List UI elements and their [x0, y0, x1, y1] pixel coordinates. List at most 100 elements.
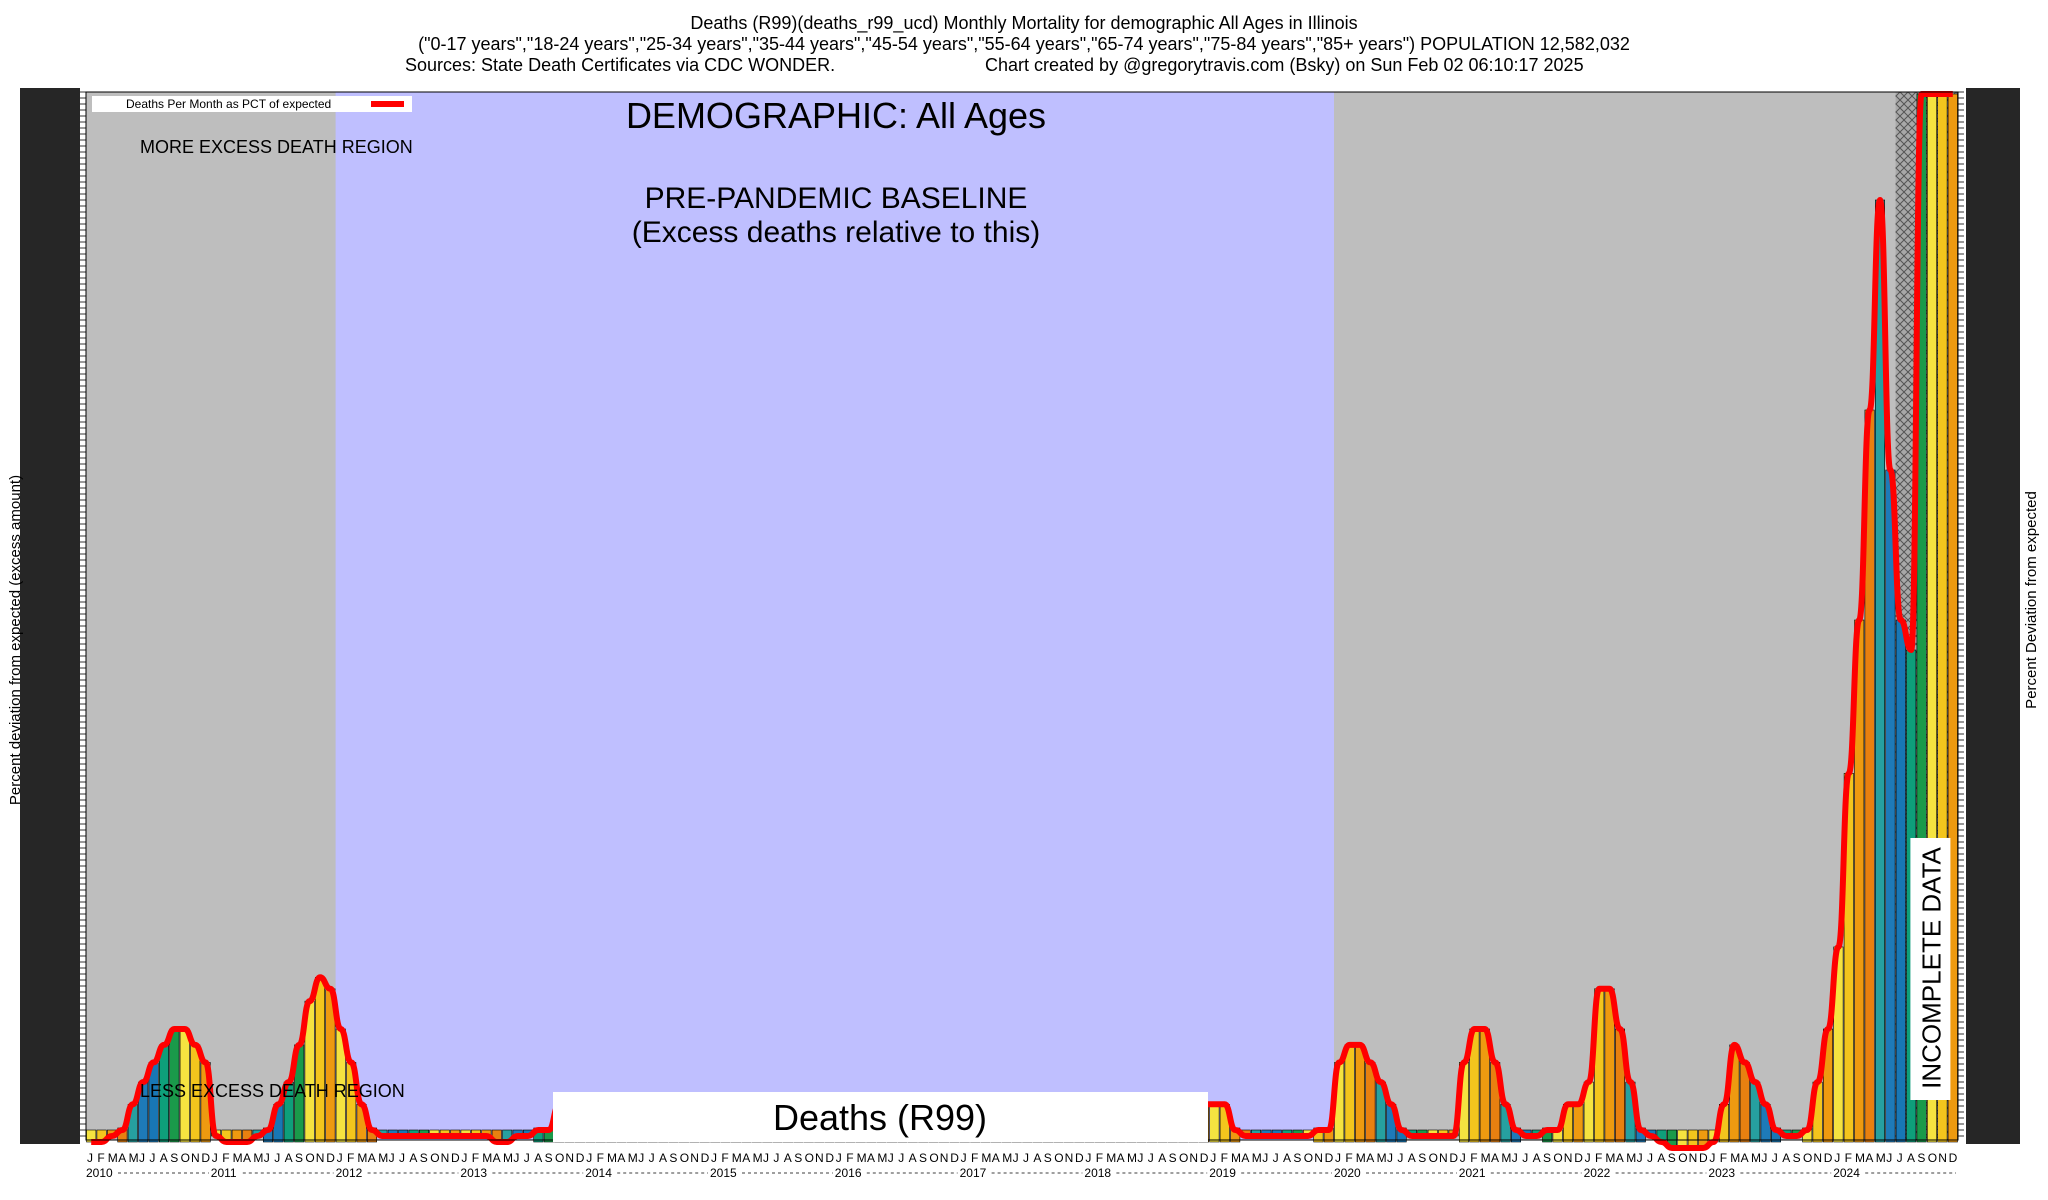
x-tick-month: F — [846, 1151, 853, 1165]
x-tick-month: N — [940, 1151, 949, 1165]
x-tick-month: A — [1616, 1151, 1624, 1165]
bar — [1895, 619, 1906, 1143]
x-tick-month: S — [1668, 1151, 1676, 1165]
x-tick-month: J — [1013, 1151, 1019, 1165]
x-tick-month: M — [628, 1151, 638, 1165]
baseline-region — [335, 92, 1335, 1140]
x-tick-year: 2015 — [710, 1166, 737, 1180]
x-tick-year: 2013 — [460, 1166, 487, 1180]
x-tick-month: N — [1314, 1151, 1323, 1165]
x-tick-month: A — [1657, 1151, 1665, 1165]
x-tick-month: A — [1158, 1151, 1166, 1165]
x-tick-month: A — [1782, 1151, 1790, 1165]
x-tick-month: D — [1325, 1151, 1334, 1165]
x-tick-month: S — [1793, 1151, 1801, 1165]
x-tick-month: J — [773, 1151, 779, 1165]
x-tick-month: J — [836, 1151, 842, 1165]
x-tick-month: J — [1023, 1151, 1029, 1165]
x-tick-month: A — [118, 1151, 126, 1165]
x-tick-month: M — [1481, 1151, 1491, 1165]
x-tick-month: A — [1741, 1151, 1749, 1165]
x-tick-year: 2020 — [1334, 1166, 1361, 1180]
x-tick-month: J — [1522, 1151, 1528, 1165]
x-tick-month: J — [711, 1151, 717, 1165]
x-tick-month: J — [264, 1151, 270, 1165]
x-tick-month: A — [992, 1151, 1000, 1165]
x-tick-month: S — [669, 1151, 677, 1165]
x-tick-month: O — [1179, 1151, 1188, 1165]
x-tick-month: A — [742, 1151, 750, 1165]
x-tick-month: J — [399, 1151, 405, 1165]
x-tick-month: N — [815, 1151, 824, 1165]
x-tick-month: N — [1065, 1151, 1074, 1165]
x-tick-month: M — [357, 1151, 367, 1165]
x-tick-month: O — [929, 1151, 938, 1165]
x-tick-month: J — [149, 1151, 155, 1165]
x-tick-month: S — [1044, 1151, 1052, 1165]
x-tick-month: F — [1096, 1151, 1103, 1165]
x-tick-month: A — [1907, 1151, 1915, 1165]
x-tick-month: O — [1054, 1151, 1063, 1165]
x-tick-month: J — [139, 1151, 145, 1165]
x-tick-month: N — [1938, 1151, 1947, 1165]
x-tick-month: M — [877, 1151, 887, 1165]
x-tick-month: S — [170, 1151, 178, 1165]
x-tick-month: O — [305, 1151, 314, 1165]
baseline-label-1: PRE-PANDEMIC BASELINE — [645, 182, 1028, 215]
incomplete-label-bg — [1910, 838, 1951, 1100]
x-tick-month: N — [690, 1151, 699, 1165]
x-tick-month: D — [576, 1151, 585, 1165]
x-tick-month: N — [1564, 1151, 1573, 1165]
x-tick-month: F — [1345, 1151, 1352, 1165]
x-tick-year: 2021 — [1459, 1166, 1486, 1180]
x-tick-month: J — [513, 1151, 519, 1165]
x-tick-month: F — [222, 1151, 229, 1165]
x-tick-month: M — [253, 1151, 263, 1165]
chart-title-line2: ("0-17 years","18-24 years","25-34 years… — [418, 34, 1630, 54]
x-tick-month: M — [1252, 1151, 1262, 1165]
x-tick-month: J — [961, 1151, 967, 1165]
x-tick-month: A — [368, 1151, 376, 1165]
x-tick-month: D — [1449, 1151, 1458, 1165]
x-tick-month: J — [1637, 1151, 1643, 1165]
x-tick-month: S — [295, 1151, 303, 1165]
x-tick-month: J — [1387, 1151, 1393, 1165]
bar — [314, 976, 325, 1143]
x-tick-month: O — [555, 1151, 564, 1165]
chart-sources: Sources: State Death Certificates via CD… — [405, 55, 836, 75]
x-tick-month: A — [534, 1151, 542, 1165]
x-tick-month: O — [1678, 1151, 1687, 1165]
x-tick-month: M — [1876, 1151, 1886, 1165]
x-tick-month: A — [1491, 1151, 1499, 1165]
x-tick-month: M — [1855, 1151, 1865, 1165]
x-tick-year: 2019 — [1209, 1166, 1236, 1180]
x-tick-month: A — [243, 1151, 251, 1165]
x-tick-month: A — [909, 1151, 917, 1165]
x-tick-month: A — [285, 1151, 293, 1165]
x-tick-month: N — [191, 1151, 200, 1165]
x-tick-month: D — [825, 1151, 834, 1165]
x-tick-month: D — [1200, 1151, 1209, 1165]
x-tick-month: J — [1761, 1151, 1767, 1165]
x-tick-month: M — [753, 1151, 763, 1165]
x-tick-month: J — [524, 1151, 530, 1165]
x-tick-month: S — [1543, 1151, 1551, 1165]
x-tick-month: J — [1397, 1151, 1403, 1165]
x-tick-year: 2024 — [1833, 1166, 1860, 1180]
bar — [1355, 1044, 1366, 1143]
x-tick-month: J — [1210, 1151, 1216, 1165]
x-tick-month: J — [1137, 1151, 1143, 1165]
x-tick-month: S — [919, 1151, 927, 1165]
x-tick-month: M — [108, 1151, 118, 1165]
x-tick-month: A — [409, 1151, 417, 1165]
x-tick-month: J — [337, 1151, 343, 1165]
x-tick-month: N — [316, 1151, 325, 1165]
incomplete-label: INCOMPLETE DATA — [1916, 846, 1946, 1088]
x-tick-month: D — [701, 1151, 710, 1165]
x-tick-month: J — [212, 1151, 218, 1165]
x-tick-month: A — [867, 1151, 875, 1165]
x-tick-year: 2016 — [835, 1166, 862, 1180]
more-excess-label: MORE EXCESS DEATH REGION — [140, 137, 413, 157]
x-tick-month: O — [1803, 1151, 1812, 1165]
x-tick-month: J — [1085, 1151, 1091, 1165]
